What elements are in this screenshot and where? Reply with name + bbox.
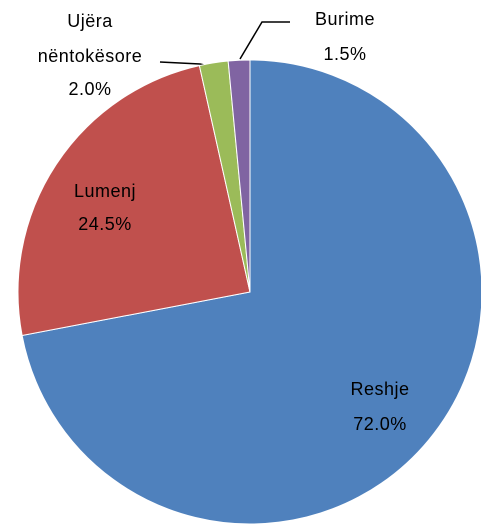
pie-slice bbox=[17, 64, 251, 337]
slice-label: Burime bbox=[315, 9, 375, 29]
pie-slice bbox=[227, 59, 251, 293]
pie-slice bbox=[21, 59, 481, 525]
slice-label: Reshje bbox=[350, 379, 409, 399]
slice-value-label: 2.0% bbox=[68, 79, 111, 99]
slice-label: Ujëra nëntokësore bbox=[38, 11, 143, 66]
slice-value-label: 72.0% bbox=[353, 414, 407, 434]
slice-label: Lumenj bbox=[74, 181, 136, 201]
slice-value-label: 24.5% bbox=[78, 214, 132, 234]
slice-value-label: 1.5% bbox=[323, 44, 366, 64]
leader-line bbox=[239, 21, 290, 60]
